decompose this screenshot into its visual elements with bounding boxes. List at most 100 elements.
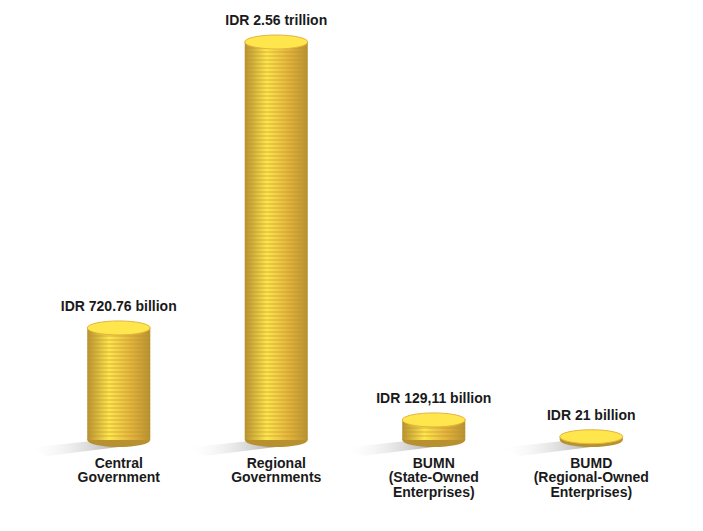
coin-edge [245, 64, 308, 65]
coin-edge [245, 312, 308, 313]
coin-edge [87, 352, 150, 353]
coin-edge [245, 272, 308, 273]
coin-edge [402, 436, 465, 437]
coin-edge [245, 280, 308, 281]
coin-edge [245, 252, 308, 253]
category-label: BUMN(State-OwnedEnterprises) [389, 455, 479, 500]
coin-stack [245, 35, 308, 447]
coin-edge [245, 232, 308, 233]
coin-edge [245, 420, 308, 421]
coin-edge [87, 380, 150, 381]
coin-edge [245, 360, 308, 361]
coin-edge [245, 316, 308, 317]
coin-edge [245, 160, 308, 161]
coin-edge [245, 392, 308, 393]
x-axis: CentralGovernment RegionalGovernments BUMN… [78, 452, 649, 500]
coin-edge [87, 432, 150, 433]
coin-edge [245, 396, 308, 397]
coin-edge [87, 372, 150, 373]
coin-edge [245, 356, 308, 357]
coin-top [402, 413, 465, 427]
tick: CentralGovernment [78, 452, 161, 485]
category-label: CentralGovernment [78, 455, 161, 486]
coin-edge [245, 208, 308, 209]
coin-edge [245, 200, 308, 201]
category-label-line: BUMN [413, 455, 455, 471]
coin-edge [245, 404, 308, 405]
coin-edge [402, 432, 465, 433]
data-labels: IDR 720.76 billionIDR 2.56 trillionIDR 1… [61, 12, 636, 423]
coin-edge [245, 300, 308, 301]
coin-edge [245, 320, 308, 321]
coin-edge [245, 108, 308, 109]
category-label-line: Governments [231, 469, 321, 485]
category-label-line: BUMD [570, 455, 612, 471]
coin-edge [87, 412, 150, 413]
coin-edge [87, 392, 150, 393]
coin-stack [87, 321, 150, 447]
coin-edge [245, 180, 308, 181]
category-label-line: Enterprises) [550, 484, 632, 500]
coin-edge [245, 140, 308, 141]
coin-edge [245, 260, 308, 261]
coin-edge [87, 416, 150, 417]
marks [87, 35, 623, 447]
coin-edge [245, 68, 308, 69]
coin-edge [245, 248, 308, 249]
coin-edge [245, 424, 308, 425]
coin-edge [245, 296, 308, 297]
coin-edge [245, 136, 308, 137]
coin-edge [245, 416, 308, 417]
coin-stack [402, 413, 465, 447]
coin-edge [245, 292, 308, 293]
coin-edge [245, 372, 308, 373]
coin-edge [245, 104, 308, 105]
coin-edge [245, 264, 308, 265]
coin-edge [245, 324, 308, 325]
coin-edge [245, 336, 308, 337]
coin-edge [245, 216, 308, 217]
coin-edge [87, 348, 150, 349]
coin-edge [87, 396, 150, 397]
data-label: IDR 129,11 billion [376, 390, 491, 406]
coin-edge [245, 384, 308, 385]
coin-edge [245, 84, 308, 85]
coin-edge [245, 128, 308, 129]
coin-edge [245, 340, 308, 341]
coin-edge [245, 236, 308, 237]
coin-edge [245, 192, 308, 193]
coin-edge [245, 120, 308, 121]
coin-edge [245, 352, 308, 353]
coin-edge [245, 400, 308, 401]
bar [245, 42, 308, 440]
coin-edge [87, 360, 150, 361]
coin-edge [245, 428, 308, 429]
coin-edge [245, 96, 308, 97]
coin-edge [87, 364, 150, 365]
coin-edge [245, 76, 308, 77]
coin-edge [245, 268, 308, 269]
coin-edge [87, 336, 150, 337]
coin-edge [245, 432, 308, 433]
category-label-line: (Regional-Owned [534, 469, 649, 485]
coin-edge [245, 60, 308, 61]
coin-edge [245, 240, 308, 241]
category-label-line: Regional [247, 455, 306, 471]
coin-edge [245, 344, 308, 345]
tick: RegionalGovernments [231, 452, 321, 485]
coin-edge [245, 88, 308, 89]
coin-edge [245, 164, 308, 165]
coin-edge [245, 56, 308, 57]
coin-edge [245, 72, 308, 73]
tick: BUMN(State-OwnedEnterprises) [389, 452, 479, 500]
coin-edge [87, 356, 150, 357]
coin-edge [245, 220, 308, 221]
coin-edge [87, 420, 150, 421]
coin-edge [245, 152, 308, 153]
coin-edge [245, 276, 308, 277]
category-label: RegionalGovernments [231, 455, 321, 486]
coin-edge [245, 144, 308, 145]
coin-edge [245, 368, 308, 369]
coin-edge [87, 428, 150, 429]
coin-edge [87, 388, 150, 389]
